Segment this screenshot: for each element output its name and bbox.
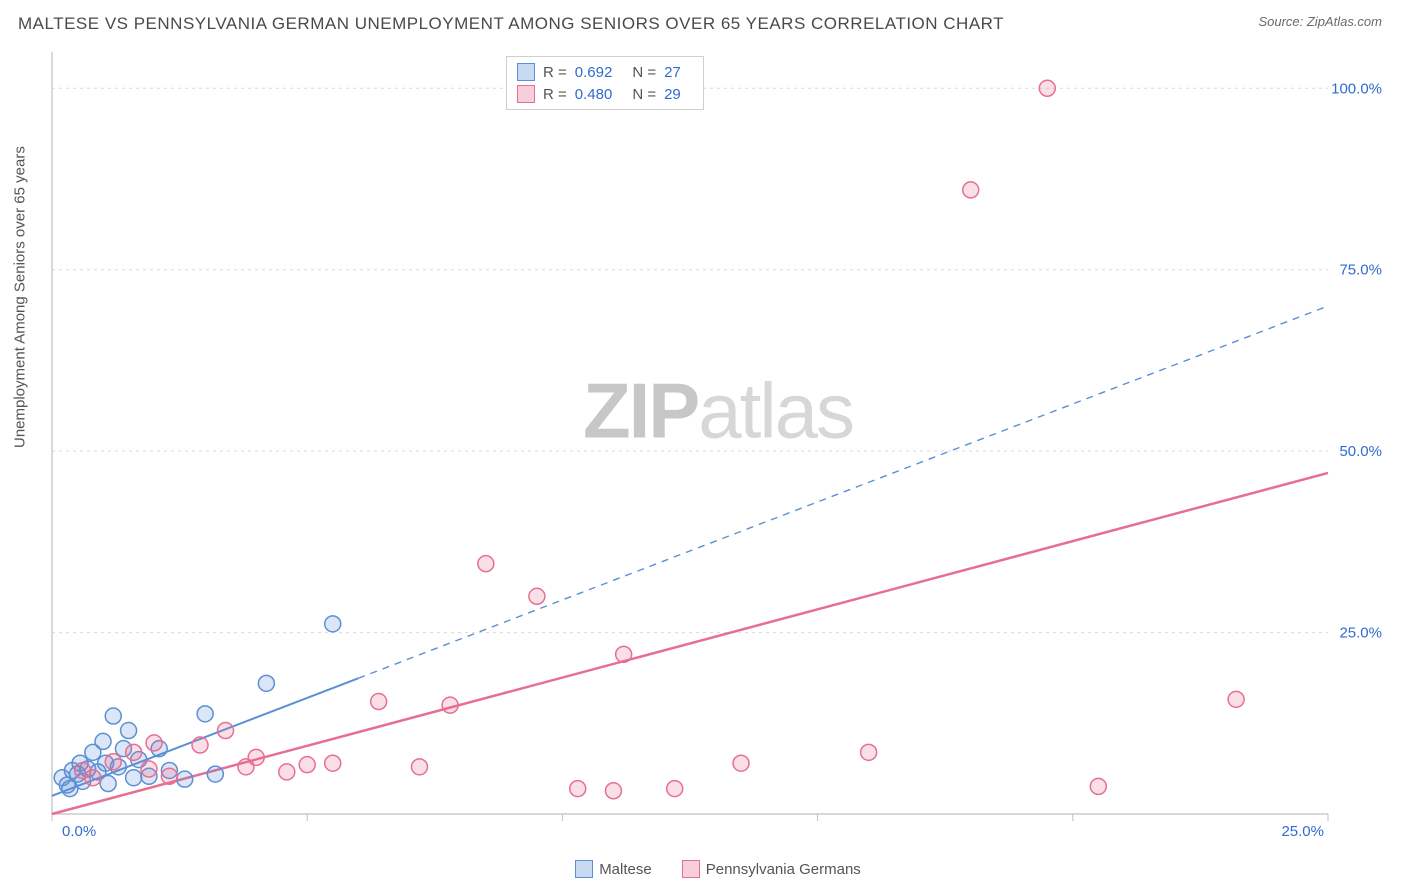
chart-title: MALTESE VS PENNSYLVANIA GERMAN UNEMPLOYM… (18, 14, 1004, 34)
r-value-penn: 0.480 (575, 86, 613, 103)
scatter-plot: 25.0% 50.0% 75.0% 100.0% 0.0% 25.0% (48, 48, 1388, 838)
chart-container: Unemployment Among Seniors over 65 years… (48, 48, 1388, 838)
n-value-maltese: 27 (664, 64, 681, 81)
swatch-maltese (575, 860, 593, 878)
svg-text:75.0%: 75.0% (1339, 262, 1382, 279)
source-name: ZipAtlas.com (1307, 14, 1382, 29)
r-label: R = (543, 86, 567, 103)
legend-label-maltese: Maltese (599, 861, 652, 878)
r-value-maltese: 0.692 (575, 64, 613, 81)
swatch-penn (517, 85, 535, 103)
n-label: N = (632, 64, 656, 81)
source-label: Source: ZipAtlas.com (1258, 14, 1382, 29)
chart-header: MALTESE VS PENNSYLVANIA GERMAN UNEMPLOYM… (0, 0, 1406, 42)
legend: Maltese Pennsylvania Germans (48, 860, 1388, 878)
n-label: N = (632, 86, 656, 103)
legend-item-penn: Pennsylvania Germans (682, 860, 861, 878)
svg-text:0.0%: 0.0% (62, 823, 96, 838)
svg-text:100.0%: 100.0% (1331, 80, 1382, 97)
svg-text:25.0%: 25.0% (1339, 625, 1382, 642)
n-value-penn: 29 (664, 86, 681, 103)
svg-text:50.0%: 50.0% (1339, 443, 1382, 460)
r-label: R = (543, 64, 567, 81)
source-prefix: Source: (1258, 14, 1306, 29)
swatch-maltese (517, 63, 535, 81)
stats-box: R = 0.692 N = 27 R = 0.480 N = 29 (506, 56, 704, 110)
svg-text:25.0%: 25.0% (1281, 823, 1324, 838)
stats-row-penn: R = 0.480 N = 29 (517, 83, 693, 105)
legend-label-penn: Pennsylvania Germans (706, 861, 861, 878)
legend-item-maltese: Maltese (575, 860, 652, 878)
swatch-penn (682, 860, 700, 878)
stats-row-maltese: R = 0.692 N = 27 (517, 61, 693, 83)
y-axis-label: Unemployment Among Seniors over 65 years (12, 146, 29, 448)
